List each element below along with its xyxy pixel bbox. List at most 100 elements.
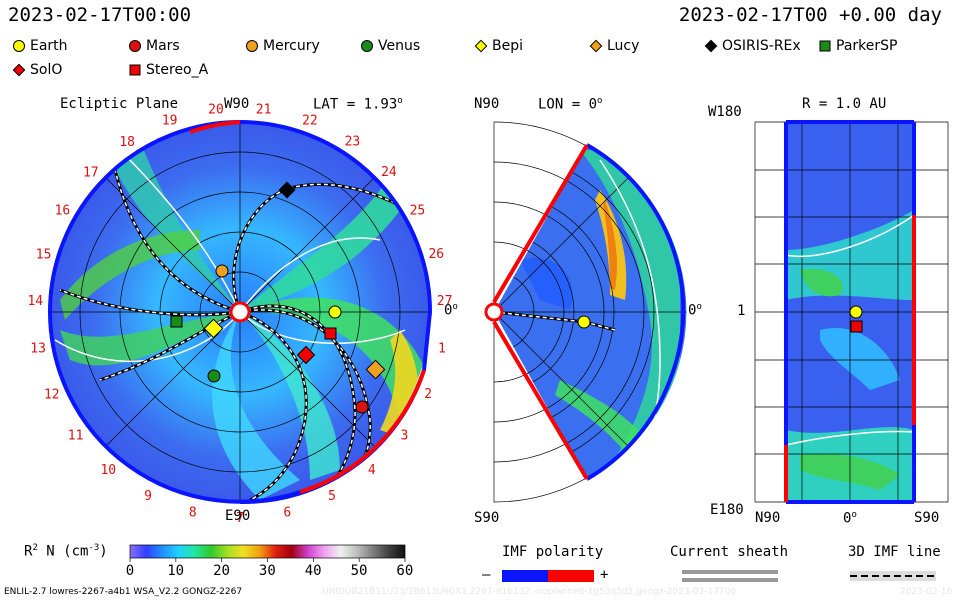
radial-axis-s90: S90 xyxy=(914,510,940,526)
legend-label: Venus xyxy=(378,38,421,54)
meridional-top-label: N90 xyxy=(474,96,500,112)
legend-diamond-icon xyxy=(589,39,603,53)
sector-number-16: 16 xyxy=(55,204,71,219)
footer-left: ENLIL-2.7 lowres-2267-a4b1 WSA_V2.2 GONG… xyxy=(4,587,243,597)
legend-diamond-icon xyxy=(704,39,718,53)
earth-meridional-marker xyxy=(577,315,591,329)
datetime-left: 2023-02-17T00:00 xyxy=(8,4,192,26)
legend-item-bepi: Bepi xyxy=(474,38,523,54)
colorbar-tick-label: 60 xyxy=(396,563,414,579)
datetime-right: 2023-02-17T00 +0.00 day xyxy=(678,4,942,26)
sector-number-23: 23 xyxy=(345,135,361,150)
legend-item-parkersp: ParkerSP xyxy=(818,38,897,54)
sector-number-5: 5 xyxy=(328,489,336,504)
legend-label: Earth xyxy=(30,38,68,54)
legend-circle-icon xyxy=(361,40,373,52)
radial-mid-left-label: 1 xyxy=(737,303,746,319)
legend-item-mercury: Mercury xyxy=(245,38,320,54)
legend-label: ParkerSP xyxy=(836,38,898,54)
meridional-right-label: 0o xyxy=(688,302,702,319)
current-sheath-swatch xyxy=(682,570,778,582)
legend-label: Mercury xyxy=(263,38,320,54)
colorbar-tick-label: 30 xyxy=(258,563,276,579)
radial-axis-n90: N90 xyxy=(755,510,781,526)
imf-positive-swatch xyxy=(548,570,594,582)
solo-marker xyxy=(296,345,316,365)
sector-number-2: 2 xyxy=(424,387,432,402)
legend-label: Stereo_A xyxy=(146,62,209,78)
legend-label: Bepi xyxy=(492,38,523,54)
lucy-marker xyxy=(365,359,386,380)
venus-marker xyxy=(207,369,221,383)
legend-label: Lucy xyxy=(607,38,640,54)
sector-number-19: 19 xyxy=(162,113,178,128)
sector-number-24: 24 xyxy=(381,165,397,180)
radial-title: R = 1.0 AU xyxy=(802,96,887,112)
legend-item-venus: Venus xyxy=(360,38,420,54)
meridional-lon-label: LON = 0o xyxy=(538,96,603,113)
sector-number-9: 9 xyxy=(144,489,152,504)
mercury-marker xyxy=(215,264,229,278)
current-sheath-label: Current sheath xyxy=(670,544,789,560)
imf-negative-swatch xyxy=(502,570,548,582)
colorbar-label: R2 N (cm-3) xyxy=(24,543,108,560)
density-colorbar xyxy=(129,544,406,562)
colorbar-tick-label: 50 xyxy=(350,563,368,579)
sector-number-21: 21 xyxy=(256,102,272,117)
stereo-a-radial-marker xyxy=(850,320,863,333)
ecliptic-structures xyxy=(50,122,430,502)
ecliptic-right-label: 0o xyxy=(444,302,458,319)
sector-number-15: 15 xyxy=(36,247,52,262)
sector-number-4: 4 xyxy=(368,463,376,478)
sector-number-8: 8 xyxy=(189,506,197,521)
sector-number-17: 17 xyxy=(83,166,99,181)
radial-axis-0: 0o xyxy=(843,510,857,527)
radial-top-left-label: W180 xyxy=(708,104,742,120)
legend-item-earth: Earth xyxy=(12,38,68,54)
sector-number-27: 27 xyxy=(437,294,453,309)
legend-item-lucy: Lucy xyxy=(589,38,639,54)
legend-circle-icon xyxy=(246,40,258,52)
sector-number-12: 12 xyxy=(44,387,60,402)
footer-right-date: 2023-02-16 xyxy=(900,587,953,597)
bepi-marker xyxy=(203,318,224,339)
osiris-rex-marker xyxy=(278,181,296,199)
legend-diamond-icon xyxy=(474,39,488,53)
radial-bottom-left-label: E180 xyxy=(710,502,744,518)
legend-item-osiris-rex: OSIRIS-REx xyxy=(704,38,801,54)
sun-marker xyxy=(229,301,251,323)
legend-item-mars: Mars xyxy=(128,38,180,54)
sector-number-13: 13 xyxy=(30,342,46,357)
imf-minus-sign: – xyxy=(482,567,491,583)
sector-number-11: 11 xyxy=(68,429,84,444)
mars-marker xyxy=(355,400,369,414)
imf-polarity-label: IMF polarity xyxy=(502,544,604,560)
imf-line-label: 3D IMF line xyxy=(848,544,941,560)
sector-number-20: 20 xyxy=(208,102,224,117)
imf-line-swatch xyxy=(850,571,936,581)
sector-number-7: 7 xyxy=(236,511,244,526)
legend-label: Mars xyxy=(146,38,180,54)
legend-circle-icon xyxy=(129,40,141,52)
sector-number-10: 10 xyxy=(100,463,116,478)
legend-diamond-icon xyxy=(12,63,26,77)
legend-square-icon xyxy=(129,64,141,76)
ecliptic-bottom-label: E90 xyxy=(225,508,251,524)
legend-item-stereo-a: Stereo_A xyxy=(128,62,208,78)
legend-label: OSIRIS-REx xyxy=(722,38,801,54)
meridional-bottom-label: S90 xyxy=(474,510,500,526)
colorbar-tick-label: 40 xyxy=(304,563,322,579)
legend-circle-icon xyxy=(13,40,25,52)
imf-polarity-bar xyxy=(502,570,594,582)
radial-surface-panel xyxy=(754,120,949,504)
sector-number-1: 1 xyxy=(438,342,446,357)
ecliptic-lat-label: LAT = 1.93o xyxy=(313,96,403,113)
sector-number-22: 22 xyxy=(302,113,318,128)
colorbar-tick-label: 20 xyxy=(213,563,230,579)
legend-item-solo: SolO xyxy=(12,62,62,78)
sector-number-3: 3 xyxy=(400,428,408,443)
earth-radial-marker xyxy=(849,305,863,319)
imf-plus-sign: + xyxy=(600,567,609,583)
legend-square-icon xyxy=(819,40,831,52)
